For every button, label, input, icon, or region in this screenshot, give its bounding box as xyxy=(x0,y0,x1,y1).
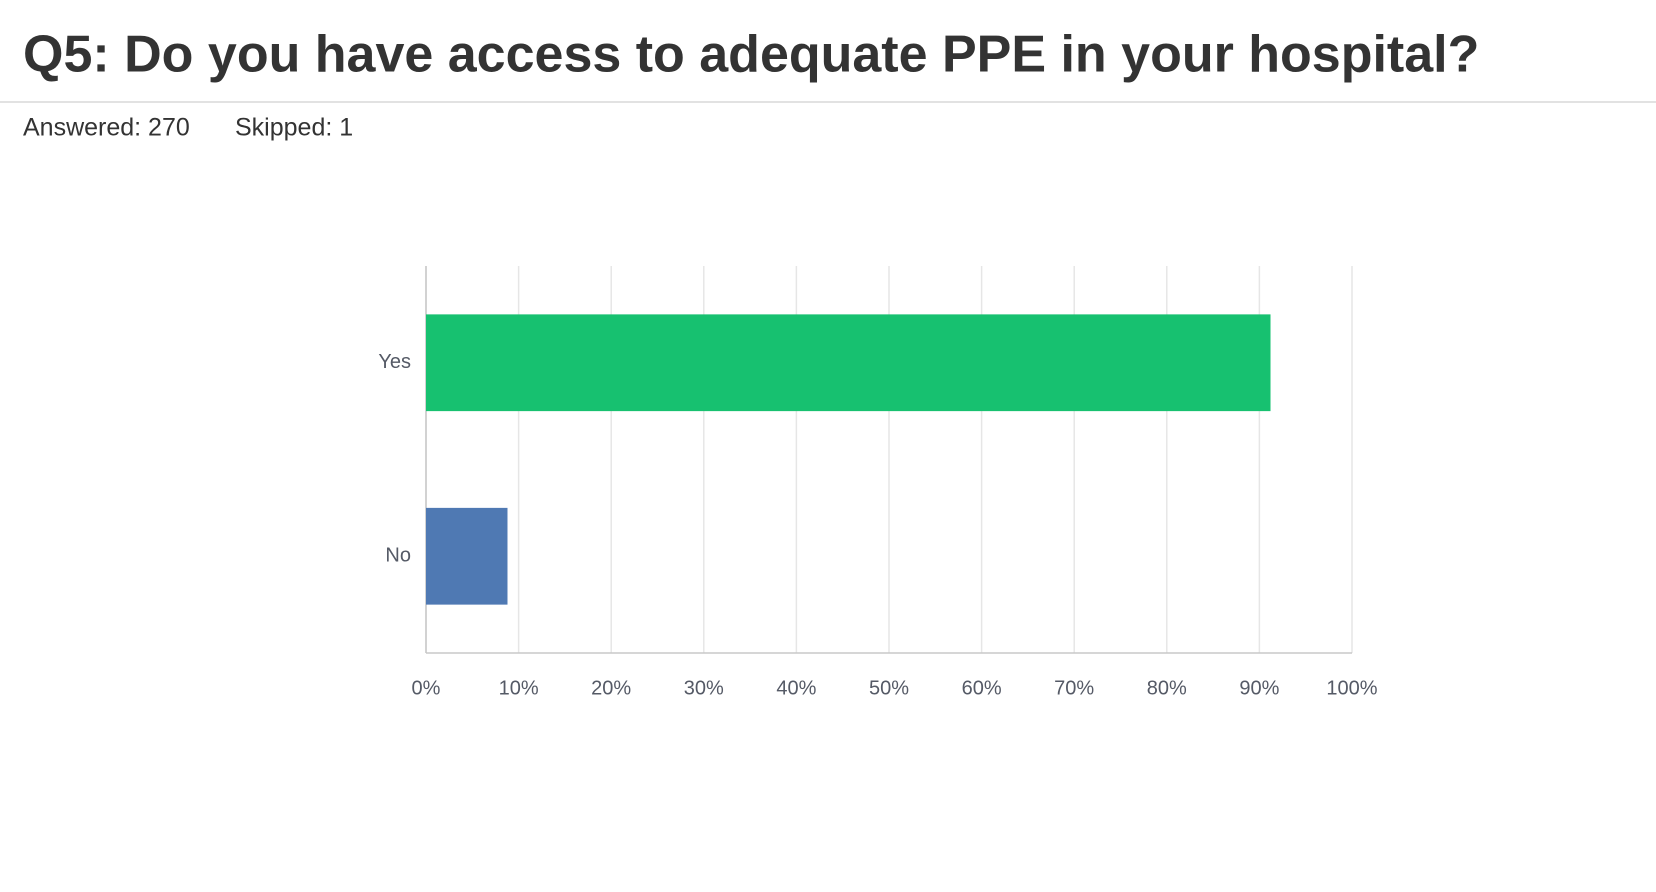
x-tick-label: 40% xyxy=(776,677,816,699)
x-tick-label: 80% xyxy=(1147,677,1187,699)
skipped-count: Skipped: 1 xyxy=(235,114,353,142)
x-tick-label: 0% xyxy=(412,677,441,699)
x-tick-label: 30% xyxy=(684,677,724,699)
x-tick-label: 100% xyxy=(1326,677,1377,699)
bar xyxy=(426,507,508,605)
x-tick-label: 50% xyxy=(869,677,909,699)
x-tick-label: 10% xyxy=(499,677,539,699)
question-title: Q5: Do you have access to adequate PPE i… xyxy=(23,26,1479,84)
x-tick-label: 20% xyxy=(591,677,631,699)
x-tick-label: 60% xyxy=(962,677,1002,699)
y-tick-label: Yes xyxy=(378,351,411,373)
y-tick-label: No xyxy=(385,545,411,567)
x-tick-label: 90% xyxy=(1239,677,1279,699)
bar xyxy=(426,314,1271,412)
answered-count: Answered: 270 xyxy=(23,114,190,142)
x-tick-label: 70% xyxy=(1054,677,1094,699)
